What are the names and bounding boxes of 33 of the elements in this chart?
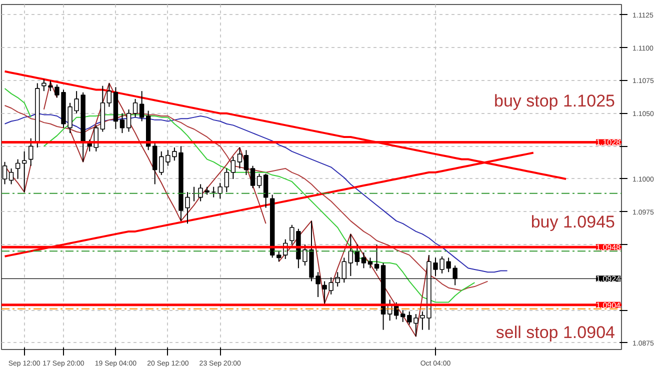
candlestick (230, 156, 236, 180)
candlestick (2, 161, 8, 185)
candlestick (15, 158, 20, 180)
candlestick (28, 138, 34, 166)
annotation: sell stop 1.0904 (496, 322, 615, 342)
candlestick (8, 168, 14, 185)
candlestick (250, 165, 256, 189)
ref-line-label: 1.0948 (596, 243, 622, 252)
candlestick (224, 168, 230, 193)
candlestick (368, 257, 373, 269)
candlestick (120, 112, 125, 134)
ref-line-label: 1.0924 (596, 274, 622, 284)
candlestick (152, 142, 158, 185)
candlestick (361, 252, 366, 269)
candlestick (126, 108, 132, 132)
candlestick (276, 250, 282, 262)
ref-line-label: 1.1028 (596, 138, 622, 148)
candlestick (139, 90, 144, 122)
candlestick (374, 244, 380, 272)
candlestick (22, 150, 27, 193)
candlestick (106, 82, 112, 108)
candlestick (354, 244, 360, 266)
annotation: buy stop 1.1025 (494, 92, 615, 111)
candlestick (256, 173, 262, 189)
candlestick (237, 146, 242, 169)
candlestick (263, 173, 268, 208)
annotation: buy 1.0945 (530, 212, 615, 232)
candlestick (244, 150, 249, 176)
candlestick (348, 234, 354, 277)
candlestick (400, 310, 406, 322)
candlestick (132, 98, 138, 118)
candlestick (218, 182, 222, 200)
ref-line-label: 1.0904 (596, 300, 622, 310)
